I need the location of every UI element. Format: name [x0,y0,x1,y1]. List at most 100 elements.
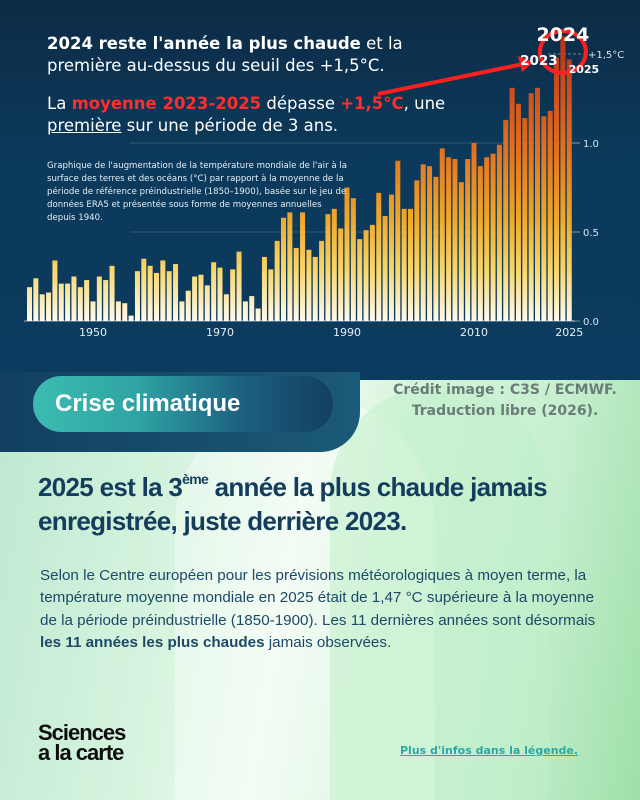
bar-1991 [350,198,356,321]
bar-1944 [52,260,58,321]
bar-2004 [433,176,439,321]
body-bold: les 11 années les plus chaudes [40,633,265,651]
bar-1964 [179,301,185,321]
bar-1950 [90,301,96,321]
bar-1984 [306,249,312,321]
more-info-link[interactable]: Plus d'infos dans la légende. [400,744,579,757]
headline-average-text: sur une période de 3 ans. [121,116,339,135]
bar-1963 [173,264,179,321]
bar-1954 [115,301,121,321]
bar-2012 [484,157,490,321]
bar-1965 [185,290,191,321]
bar-1994 [369,224,375,321]
headline-2024-rest: et la première au-dessus du seuil des +1… [47,34,403,75]
bar-1962 [166,271,172,321]
decorative-blob [330,385,550,800]
bar-1989 [338,228,344,321]
y-tick-label: 0.5 [583,228,599,239]
bar-2015 [503,119,509,321]
credit-line-1: Crédit image : C3S / ECMWF. [393,382,617,398]
bar-1981 [287,212,293,321]
headline-average-text: , une [403,94,446,113]
credit-line-2: Traduction libre (2026). [411,403,599,419]
bar-1975 [249,296,255,321]
bar-2022 [547,110,553,322]
year-annotation-2024: 2024 [536,24,589,46]
threshold-label: +1,5°C [588,50,624,61]
body-text: Selon le Centre européen pour les prévis… [40,565,615,654]
bar-2020 [535,87,540,321]
bar-1995 [376,192,382,321]
tag-label: Crise climatique [55,390,241,417]
headline-2024-bold: 2024 reste l'année la plus chaude [47,34,361,53]
bar-1997 [388,194,394,321]
bar-1947 [71,276,77,321]
bar-1990 [344,187,350,321]
bar-2013 [490,153,496,321]
body-paragraph: Selon le Centre européen pour les prévis… [40,567,596,629]
bar-1960 [154,272,159,321]
y-tick-label: 0.0 [583,317,599,328]
bar-2000 [408,208,413,321]
arrow-head-icon [518,56,534,72]
headline-average-text: dépasse [261,94,341,113]
bar-2009 [465,159,471,321]
bar-2016 [509,87,515,321]
year-annotation-2025: 2025 [569,63,600,76]
headline-2024: 2024 reste l'année la plus chaude et la … [47,33,467,77]
bar-2018 [522,118,528,321]
bar-2005 [439,148,445,321]
bar-1966 [192,276,198,321]
x-tick-label: 2025 [555,326,583,339]
bar-1977 [261,256,267,321]
bar-1996 [382,215,388,321]
title-superscript: ème [182,471,209,487]
bar-2007 [452,159,458,321]
bar-2019 [528,93,534,321]
headline-average-highlight: moyenne 2023-2025 [71,94,262,113]
bar-2025 [566,59,572,322]
x-tick-label: 1990 [333,326,361,339]
bar-1955 [122,303,128,321]
bar-1999 [401,208,407,321]
bar-2014 [496,144,502,321]
bar-1941 [33,278,39,321]
logo-line-2: a la carte [38,740,124,765]
bar-1953 [109,265,115,321]
chart-caption: Graphique de l'augmentation de la tempér… [47,161,347,223]
bar-1993 [363,230,369,321]
bar-1945 [58,283,64,321]
bar-1959 [147,265,153,321]
bar-1948 [77,287,83,321]
x-tick-label: 2010 [460,326,488,339]
bar-1987 [325,214,331,321]
bar-1986 [319,240,325,321]
bar-1956 [128,315,134,321]
main-title: 2025 est la 3ème année la plus chaude ja… [38,470,628,538]
bar-2023 [554,57,560,322]
bar-1988 [331,208,337,321]
sciences-a-la-carte-logo: Sciences a la carte [38,720,126,765]
logo-line-1: Sciences [38,720,126,745]
tag-crise-climatique: Crise climatique [33,376,333,432]
body-paragraph-end: jamais observées. [264,633,392,651]
headline-threshold-highlight: +1,5°C [340,94,404,113]
arrow-line [377,61,529,96]
bar-1942 [39,294,45,321]
bar-2021 [541,116,547,321]
bar-1940 [27,287,32,321]
bar-2017 [515,103,521,321]
bar-1968 [204,285,210,321]
bar-2010 [471,143,477,321]
bar-1971 [223,294,229,321]
bar-1998 [395,160,401,321]
bar-1970 [217,267,223,321]
bar-1980 [281,217,286,321]
title-text: année la plus chaude jamais enregistrée,… [38,472,548,536]
bar-1974 [242,301,248,321]
bar-1992 [357,239,363,321]
bar-2002 [420,164,426,321]
bar-1972 [230,269,236,321]
bar-1958 [141,258,147,321]
bar-2024 [560,36,566,321]
